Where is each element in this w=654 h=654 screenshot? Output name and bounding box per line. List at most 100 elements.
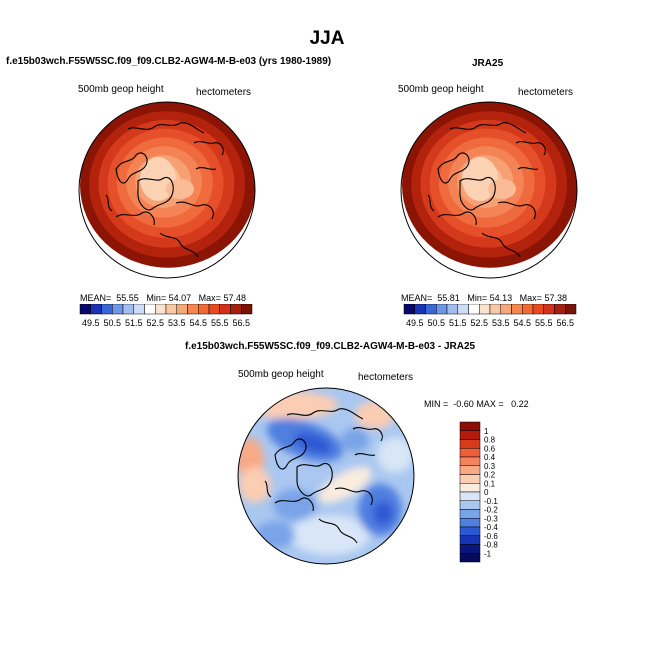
panel2-map xyxy=(400,101,578,279)
coastline xyxy=(296,463,333,497)
panel1-max-label: Max= xyxy=(198,293,221,303)
colorbar-swatch xyxy=(479,304,491,315)
coastline xyxy=(286,408,364,420)
coastline xyxy=(175,201,214,220)
panel2-units-label: hectometers xyxy=(518,87,574,98)
colorbar-tick-label: -0.2 xyxy=(484,506,498,515)
panel3-coastlines xyxy=(264,408,383,544)
coastline xyxy=(105,194,113,212)
panel3-max-label: MAX = xyxy=(476,399,504,409)
coastline xyxy=(427,194,435,212)
coastline xyxy=(264,480,272,498)
colorbar-tick-label: 0.4 xyxy=(484,453,496,462)
colorbar-tick-label: 1 xyxy=(484,427,489,436)
coastline xyxy=(437,152,470,184)
colorbar-swatch xyxy=(101,304,113,315)
colorbar-tick-label: -0.6 xyxy=(484,532,498,541)
coastline xyxy=(127,122,205,134)
panel1-map-boundary xyxy=(78,101,256,279)
colorbar-swatch xyxy=(554,304,566,315)
colorbar-swatch xyxy=(459,509,481,519)
colorbar-tick-label: 49.5 xyxy=(406,318,424,328)
panel1-min-label: Min= xyxy=(146,293,167,303)
colorbar-swatch xyxy=(459,518,481,528)
colorbar-tick-label: 51.5 xyxy=(449,318,467,328)
panel1-map xyxy=(78,101,256,279)
coastline xyxy=(334,487,373,506)
colorbar-swatch xyxy=(565,304,577,315)
colorbar-swatch xyxy=(459,456,481,466)
colorbar-tick-label: -0.1 xyxy=(484,497,498,506)
coastline xyxy=(481,232,521,258)
coastline xyxy=(517,167,539,170)
colorbar-swatch xyxy=(459,465,481,475)
colorbar-tick-label: 56.5 xyxy=(556,318,574,328)
colorbar-swatch xyxy=(532,304,544,315)
panel3-max-value: 0.22 xyxy=(511,399,529,409)
coastline xyxy=(437,211,477,226)
figure-title: JJA xyxy=(309,28,345,49)
panel2-max-label: Max= xyxy=(519,293,542,303)
colorbar-swatch xyxy=(241,304,253,315)
coastline xyxy=(115,152,148,184)
colorbar-swatch xyxy=(500,304,512,315)
panel3-stats: MIN = -0.60 MAX = 0.22 xyxy=(424,399,529,409)
colorbar-swatch xyxy=(403,304,415,315)
colorbar-swatch xyxy=(459,430,481,440)
colorbar-swatch xyxy=(543,304,555,315)
colorbar-swatch xyxy=(459,439,481,449)
panel2-mean-value: 55.81 xyxy=(437,293,460,303)
colorbar-swatch xyxy=(414,304,426,315)
panel1-variable-label: 500mb geop height xyxy=(78,84,164,95)
coastline xyxy=(352,427,383,442)
colorbar-tick-label: 0 xyxy=(484,488,489,497)
colorbar-swatch xyxy=(459,448,481,458)
colorbar-swatch xyxy=(459,491,481,501)
panel1-mean-label: MEAN= xyxy=(80,293,112,303)
colorbar-swatch xyxy=(165,304,177,315)
coastline xyxy=(459,177,496,211)
colorbar-swatch xyxy=(230,304,242,315)
colorbar-swatch xyxy=(90,304,102,315)
colorbar-tick-label: 0.1 xyxy=(484,479,496,488)
colorbar-tick-label: 50.5 xyxy=(103,318,121,328)
colorbar-swatch xyxy=(144,304,156,315)
colorbar-tick-label: 55.5 xyxy=(211,318,229,328)
colorbar-swatch xyxy=(468,304,480,315)
coastline xyxy=(515,141,546,156)
panel2-variable-label: 500mb geop height xyxy=(398,84,484,95)
colorbar-swatch xyxy=(208,304,220,315)
panel2-min-value: 54.13 xyxy=(489,293,513,303)
colorbar-swatch xyxy=(425,304,437,315)
colorbar-swatch xyxy=(459,553,481,563)
colorbar-swatch xyxy=(436,304,448,315)
coastline xyxy=(193,141,224,156)
colorbar-swatch xyxy=(489,304,501,315)
panel1-mean-value: 55.55 xyxy=(116,293,139,303)
colorbar-tick-label: 56.5 xyxy=(232,318,250,328)
colorbar-tick-label: 0.3 xyxy=(484,462,496,471)
coastline xyxy=(354,453,376,456)
colorbar-swatch xyxy=(122,304,134,315)
colorbar-tick-label: -0.4 xyxy=(484,523,498,532)
panel2-mean-label: MEAN= xyxy=(401,293,433,303)
coastline xyxy=(115,211,155,226)
panel2-coastlines xyxy=(427,122,546,258)
coastline xyxy=(318,518,358,544)
panel2-max-value: 57.38 xyxy=(544,293,567,303)
panel3-units-label: hectometers xyxy=(358,372,414,383)
panel3-variable-label: 500mb geop height xyxy=(238,369,324,380)
panel2-stats: MEAN= 55.81 Min= 54.13 Max= 57.38 xyxy=(401,293,567,303)
colorbar-tick-label: 0.2 xyxy=(484,471,496,480)
colorbar-swatch xyxy=(459,474,481,484)
colorbar-tick-label: 0.8 xyxy=(484,436,496,445)
colorbar-tick-label: 0.6 xyxy=(484,444,496,453)
coastline xyxy=(159,232,199,258)
colorbar-tick-label: -0.8 xyxy=(484,541,498,550)
colorbar-tick-label: -0.3 xyxy=(484,514,498,523)
colorbar-tick-label: 54.5 xyxy=(189,318,207,328)
panel2-map-boundary xyxy=(400,101,578,279)
colorbar-swatch xyxy=(79,304,91,315)
coastline xyxy=(195,167,217,170)
coastline xyxy=(449,122,527,134)
